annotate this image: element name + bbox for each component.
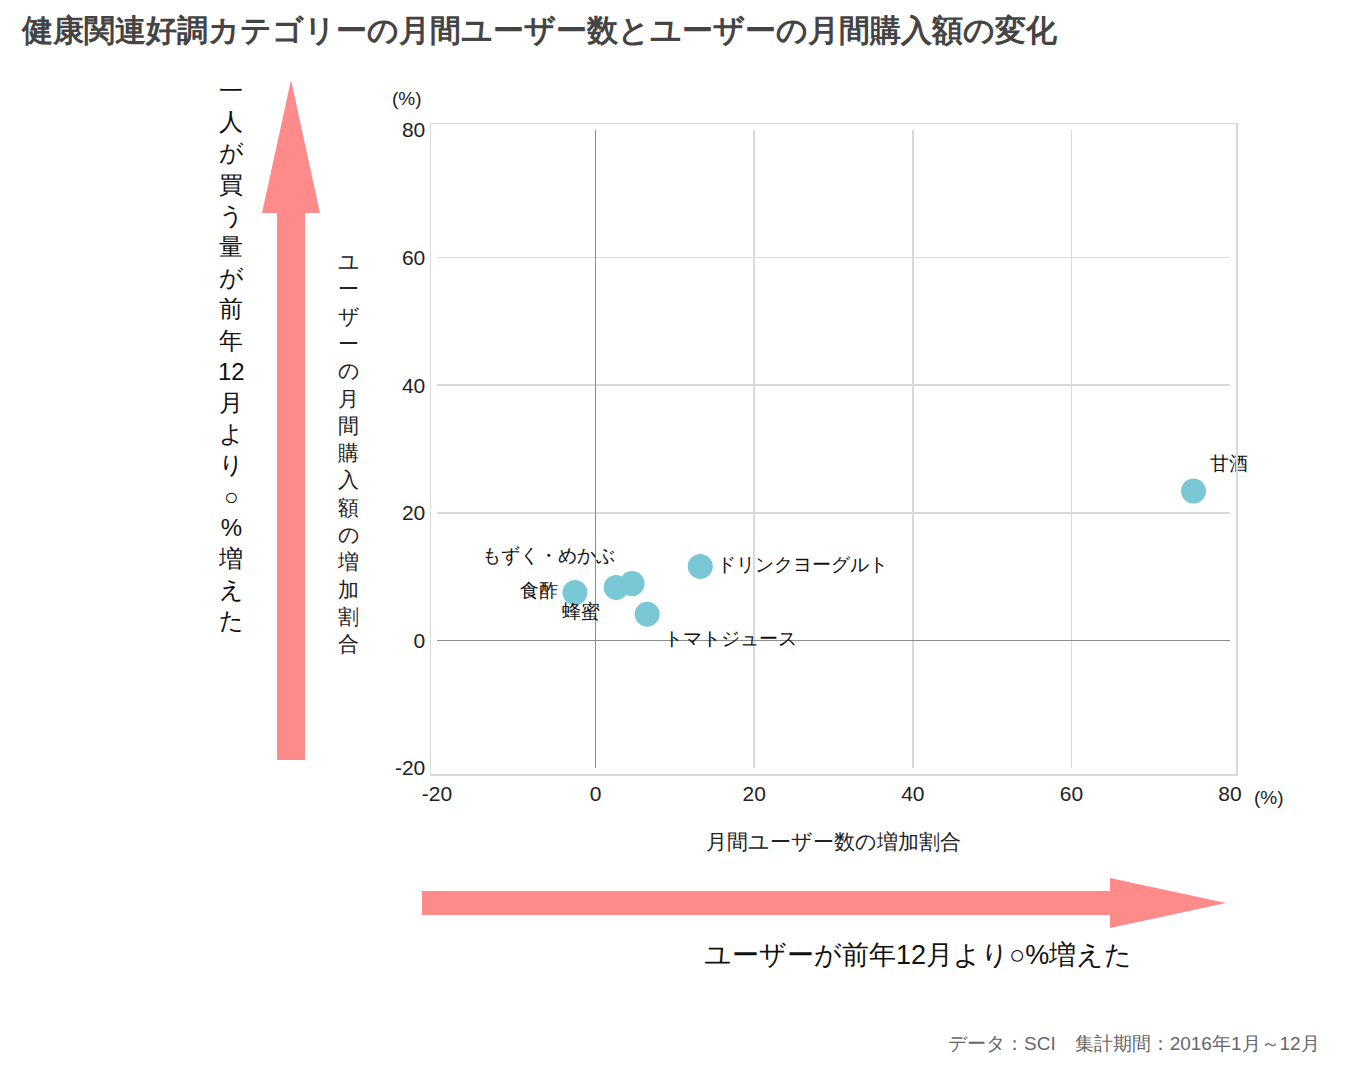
- svg-text:もずく・めかぶ: もずく・めかぶ: [482, 545, 615, 566]
- svg-text:月間ユーザー数の増加割合: 月間ユーザー数の増加割合: [706, 830, 961, 853]
- svg-text:40: 40: [901, 782, 924, 805]
- svg-text:ユーザーが前年12月より○%増えた: ユーザーが前年12月より○%増えた: [704, 940, 1132, 970]
- svg-text:80: 80: [402, 118, 425, 141]
- svg-text:データ：SCI 集計期間：2016年1月～12月: データ：SCI 集計期間：2016年1月～12月: [948, 1033, 1320, 1054]
- svg-text:食酢: 食酢: [520, 580, 558, 601]
- svg-text:健康関連好調カテゴリーの月間ユーザー数とユーザーの月間購入額: 健康関連好調カテゴリーの月間ユーザー数とユーザーの月間購入額の変化: [21, 13, 1058, 48]
- svg-text:-20: -20: [422, 782, 452, 805]
- svg-text:蜂蜜: 蜂蜜: [562, 601, 600, 622]
- svg-text:20: 20: [743, 782, 766, 805]
- svg-text:ドリンクヨーグルト: ドリンクヨーグルト: [717, 554, 888, 575]
- svg-text:20: 20: [402, 501, 425, 524]
- svg-text:60: 60: [1060, 782, 1083, 805]
- svg-text:40: 40: [402, 374, 425, 397]
- svg-text:ユーザーの月間購入額の増加割合: ユーザーの月間購入額の増加割合: [337, 250, 360, 655]
- svg-text:0: 0: [414, 629, 426, 652]
- svg-text:60: 60: [402, 246, 425, 269]
- svg-text:トマトジュース: トマトジュース: [664, 628, 797, 649]
- svg-text:一人が買う量が前年12月より○%増えた: 一人が買う量が前年12月より○%増えた: [218, 77, 245, 634]
- svg-text:-20: -20: [395, 756, 425, 779]
- svg-text:甘酒: 甘酒: [1210, 453, 1248, 474]
- svg-text:0: 0: [590, 782, 602, 805]
- svg-text:(%): (%): [1254, 787, 1284, 808]
- svg-text:(%): (%): [392, 88, 422, 109]
- svg-text:80: 80: [1218, 782, 1241, 805]
